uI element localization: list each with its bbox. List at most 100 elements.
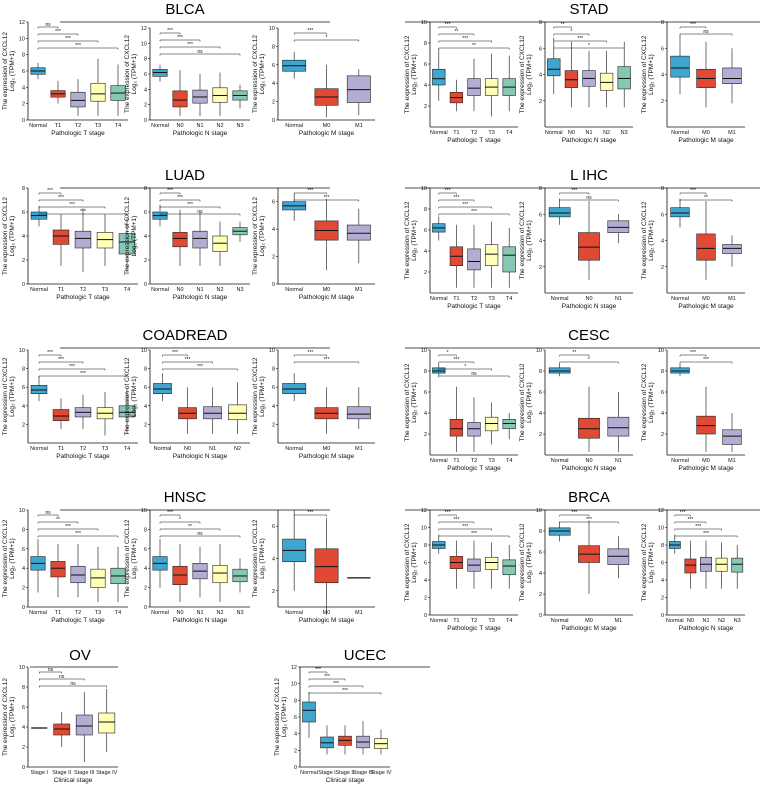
significance-label: ns <box>70 681 76 687</box>
x-axis-label: Pathologic M stage <box>678 137 734 144</box>
x-tick-label: T4 <box>124 446 130 452</box>
x-tick-label: Normal <box>666 618 684 624</box>
y-tick-label: 6 <box>144 385 147 391</box>
y-tick-label: 10 <box>291 682 297 688</box>
box-n0 <box>172 232 188 248</box>
y-axis-unit: Log₂ (TPM+1) <box>9 51 16 92</box>
x-axis-label: Pathologic M stage <box>299 130 355 137</box>
y-tick-label: 10 <box>19 36 25 42</box>
y-axis-unit: Log₂ (TPM+1) <box>411 382 418 423</box>
significance-label: ns <box>48 667 54 673</box>
box-n0 <box>578 232 600 261</box>
x-tick-label: Stage IV <box>370 770 391 776</box>
y-tick-label: 4 <box>272 404 275 410</box>
figure-title-l-ihc: L IHC <box>570 167 608 184</box>
y-tick-label: 4 <box>661 239 664 245</box>
x-tick-label: Stage I <box>318 770 336 776</box>
y-tick-label: 2 <box>661 432 664 438</box>
x-tick-label: N1 <box>196 123 203 129</box>
x-tick-label: M1 <box>728 458 736 464</box>
y-tick-label: 8 <box>22 527 25 533</box>
significance-label: *** <box>167 188 173 194</box>
y-tick-label: 6 <box>424 390 427 396</box>
x-tick-label: N1 <box>702 618 709 624</box>
y-axis-label: The expression of CXCL12 <box>404 35 411 113</box>
x-tick-label: N3 <box>236 123 243 129</box>
significance-label: *** <box>690 188 696 194</box>
x-axis-label: Pathologic N stage <box>173 617 228 624</box>
x-axis-label: Pathologic M stage <box>299 294 355 301</box>
x-axis-label: Pathologic N stage <box>679 625 734 632</box>
x-tick-label: Normal <box>154 446 172 452</box>
title-background <box>163 167 207 183</box>
x-tick-label: M0 <box>323 446 331 452</box>
y-tick-label: 0 <box>272 282 275 288</box>
title-background <box>567 327 611 343</box>
x-tick-label: Normal <box>551 618 569 624</box>
significance-label: *** <box>445 22 451 28</box>
y-axis-unit: Log₂ (TPM+1) <box>648 54 655 95</box>
box-m1 <box>607 548 630 565</box>
y-axis-unit: Log₂ (TPM+1) <box>526 382 533 423</box>
significance-label: *** <box>680 510 686 516</box>
x-tick-label: N1 <box>196 610 203 616</box>
box-t2 <box>70 91 86 108</box>
y-axis-unit: Log₂ (TPM+1) <box>648 542 655 583</box>
significance-label: *** <box>185 357 191 363</box>
y-tick-label: 2 <box>424 270 427 276</box>
y-tick-label: 10 <box>658 526 664 532</box>
significance-label: ** <box>472 43 476 49</box>
y-axis-unit: Log₂ (TPM+1) <box>9 376 16 417</box>
box-normal <box>547 58 561 77</box>
significance-label: ** <box>188 524 192 530</box>
significance-label: *** <box>172 350 178 356</box>
y-tick-label: 6 <box>661 390 664 396</box>
x-tick-label: T3 <box>488 130 494 136</box>
x-tick-label: M0 <box>702 296 710 302</box>
y-tick-label: 4 <box>272 557 275 563</box>
y-tick-label: 6 <box>424 228 427 234</box>
significance-label: *** <box>307 28 313 34</box>
y-tick-label: 2 <box>272 422 275 428</box>
significance-label: *** <box>47 350 53 356</box>
box-t2 <box>467 248 481 271</box>
significance-label: *** <box>695 524 701 530</box>
y-tick-label: 8 <box>661 20 664 26</box>
y-tick-label: 4 <box>22 566 25 572</box>
x-tick-label: T3 <box>488 618 494 624</box>
significance-label: *** <box>453 357 459 363</box>
x-tick-label: Normal <box>151 610 169 616</box>
x-axis-label: Pathologic T stage <box>56 294 110 301</box>
y-tick-label: 0 <box>22 118 25 124</box>
y-tick-label: 10 <box>536 348 542 354</box>
y-tick-label: 2 <box>22 745 25 751</box>
y-tick-label: 0 <box>144 118 147 124</box>
y-axis-unit: Log₂ (TPM+1) <box>9 216 16 257</box>
box-normal <box>670 207 690 218</box>
title-background <box>163 489 207 505</box>
x-tick-label: N0 <box>176 123 183 129</box>
x-tick-label: T2 <box>471 296 477 302</box>
y-axis-unit: Log₂ (TPM+1) <box>259 538 266 579</box>
x-tick-label: T3 <box>488 296 494 302</box>
box-t1 <box>52 409 70 421</box>
x-tick-label: T4 <box>124 287 130 293</box>
box-t3 <box>96 232 114 249</box>
significance-label: *** <box>690 350 696 356</box>
significance-label: *** <box>703 531 709 537</box>
x-axis-label: Pathologic N stage <box>173 294 228 301</box>
x-tick-label: Normal <box>285 287 303 293</box>
x-axis-label: Pathologic N stage <box>562 465 617 472</box>
significance-label: *** <box>445 510 451 516</box>
y-tick-label: 4 <box>661 578 664 584</box>
y-axis-label: The expression of CXCL12 <box>252 35 259 113</box>
y-tick-label: 8 <box>272 44 275 50</box>
y-tick-label: 10 <box>658 348 664 354</box>
y-tick-label: 12 <box>19 20 25 26</box>
figure-title-brca: BRCA <box>568 489 610 506</box>
x-tick-label: Stage IV <box>96 770 117 776</box>
y-tick-label: 2 <box>144 422 147 428</box>
significance-label: *** <box>187 202 193 208</box>
